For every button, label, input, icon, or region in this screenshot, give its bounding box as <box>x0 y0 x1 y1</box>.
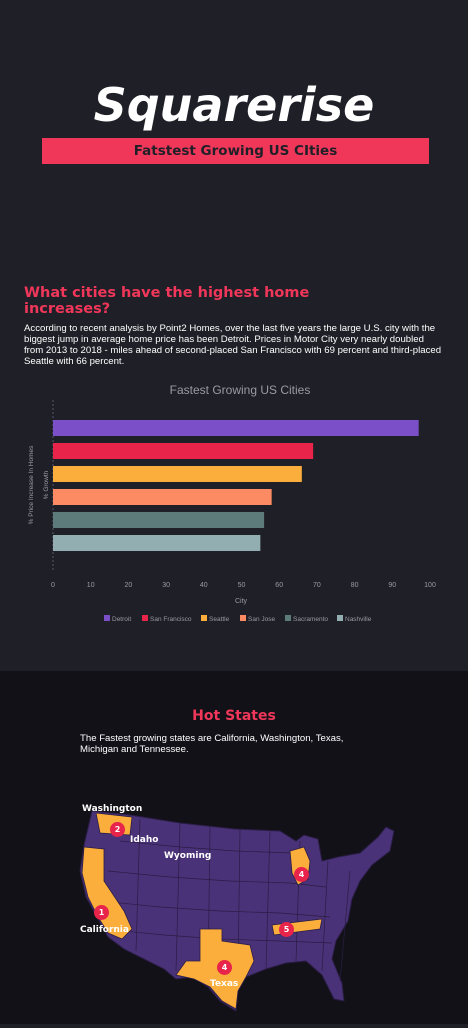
legend-label: Nashville <box>345 616 372 623</box>
pin-california: 1 <box>94 905 109 920</box>
legend-swatch <box>201 615 207 621</box>
legend-swatch <box>337 615 343 621</box>
legend-label: San Jose <box>248 616 275 623</box>
legend-swatch <box>285 615 291 621</box>
x-axis-label: City <box>235 598 248 605</box>
hot-states-section: Hot States The Fastest growing states ar… <box>0 671 468 1024</box>
us-map-graphic <box>79 810 395 1012</box>
x-tick-label: 100 <box>424 582 436 589</box>
us-map: Washington Idaho Wyoming California Texa… <box>60 801 400 1024</box>
x-tick-label: 40 <box>200 582 208 589</box>
label-idaho: Idaho <box>130 835 159 845</box>
legend-swatch <box>104 615 110 621</box>
legend-label: Detroit <box>112 616 131 623</box>
legend-swatch <box>142 615 148 621</box>
x-tick-label: 10 <box>87 582 95 589</box>
pin-texas: 4 <box>217 960 232 975</box>
bar-nashville <box>53 535 261 551</box>
hero-section: Squarerise Fatstest Growing US CIties Wh… <box>0 78 468 632</box>
pin-washington: 2 <box>110 822 125 837</box>
states-paragraph: The Fastest growing states are Californi… <box>80 733 344 755</box>
legend-swatch <box>240 615 246 621</box>
label-washington: Washington <box>82 804 143 814</box>
y-axis-inner-label: % Growth <box>43 470 50 499</box>
bar-chart: Fastest Growing US Cities 0 10 20 30 40 50 60 70… <box>28 383 436 623</box>
bar-san-jose <box>53 489 272 505</box>
x-tick-label: 0 <box>51 582 55 589</box>
x-tick-label: 90 <box>388 582 396 589</box>
pin-tennessee: 5 <box>279 922 294 937</box>
x-tick-label: 20 <box>125 582 133 589</box>
bar-sacramento <box>53 512 265 528</box>
x-tick-label: 60 <box>275 582 283 589</box>
intro-heading: What cities have the highest home increa… <box>24 285 310 317</box>
chart-container: Fastest Growing US Cities 0 10 20 30 40 50 60 70… <box>0 372 468 632</box>
california-shape <box>81 846 133 940</box>
label-california: California <box>80 925 129 935</box>
bar-detroit <box>53 420 419 436</box>
x-tick-label: 80 <box>351 582 359 589</box>
states-heading: Hot States <box>192 708 276 724</box>
x-tick-label: 50 <box>238 582 246 589</box>
bar-san-francisco <box>53 443 314 459</box>
legend-label: San Francisco <box>150 616 192 623</box>
intro-paragraph: According to recent analysis by Point2 H… <box>24 323 442 367</box>
legend-label: Sacramento <box>293 616 328 623</box>
label-texas: Texas <box>210 979 239 989</box>
texas-shape <box>175 928 255 1010</box>
subtitle-banner: Fatstest Growing US CIties <box>42 138 429 164</box>
subtitle-text: Fatstest Growing US CIties <box>133 143 338 159</box>
y-axis-label: % Price Increase In Homes <box>28 445 35 525</box>
label-wyoming: Wyoming <box>164 851 212 861</box>
bar-seattle <box>53 466 302 482</box>
page-title: Squarerise <box>93 78 375 132</box>
pin-michigan: 4 <box>294 867 309 882</box>
us-mainland-shape <box>79 810 395 1012</box>
x-tick-label: 30 <box>162 582 170 589</box>
x-tick-label: 70 <box>313 582 321 589</box>
chart-title: Fastest Growing US Cities <box>170 383 311 397</box>
legend-label: Seattle <box>209 616 230 623</box>
